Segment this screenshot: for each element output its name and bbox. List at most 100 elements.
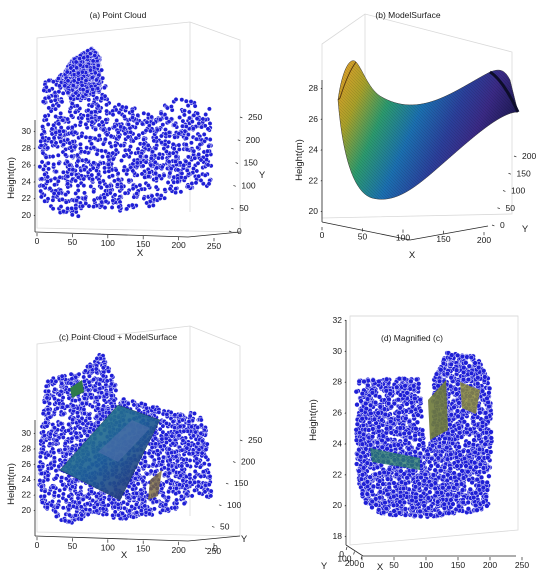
panel-a-point (128, 144, 133, 150)
panel-c-point (52, 425, 58, 431)
panel-a-point (150, 202, 156, 208)
panel-c-point (66, 428, 71, 433)
panel-a-point (119, 158, 124, 164)
panel-c-point (53, 468, 59, 474)
panel-c-point (165, 506, 171, 512)
panel-c-point (203, 447, 209, 452)
panel-c-point (148, 468, 154, 474)
panel-a-point (64, 69, 70, 75)
panel-a-point (58, 110, 64, 116)
panel-a-point (114, 118, 120, 123)
panel-a-point (92, 136, 98, 141)
panel-b-z-tick-label: 24 (309, 145, 319, 155)
panel-c-point (60, 505, 66, 511)
panel-a-axes (34, 231, 241, 238)
panel-c-point (92, 387, 98, 393)
panel-c-point (95, 419, 101, 425)
panel-c-point (138, 460, 144, 466)
panel-a-point (165, 180, 171, 185)
panel-c-point (132, 476, 138, 481)
panel-c-point (66, 421, 72, 427)
panel-a-point (161, 146, 167, 152)
panel-a-point (46, 136, 52, 142)
panel-c-point (85, 512, 91, 517)
panel-a-x-ticks: 0 50 100 150 200 250 (35, 233, 221, 251)
panel-c-point (63, 497, 69, 503)
panel-a-point (43, 154, 49, 160)
panel-c-point (109, 500, 115, 506)
panel-c-point (52, 386, 58, 392)
panel-c-point (84, 501, 90, 507)
panel-c-point (135, 481, 141, 487)
panel-a-point (102, 165, 108, 171)
panel-a-point (57, 128, 62, 134)
panel-c-y-tick-mark (225, 482, 229, 485)
panel-a-point (153, 175, 159, 181)
panel-c-point (38, 438, 44, 444)
panel-a-point (145, 142, 151, 148)
panel-c-title: (c) Point Cloud + ModelSurface (59, 332, 178, 342)
panel-c-point (207, 473, 213, 479)
panel-a-point (193, 180, 199, 186)
panel-a-point (38, 194, 44, 200)
panel-a-point (63, 199, 69, 205)
panel-c-point (59, 381, 65, 387)
panel-c-y-label: Y (241, 534, 248, 545)
panel-c-point (87, 364, 93, 370)
panel-b-y-tick-label: 200 (522, 151, 536, 161)
panel-a-point (95, 103, 101, 109)
panel-a-point (72, 144, 78, 150)
panel-a-point (89, 172, 95, 178)
panel-a-point (188, 99, 194, 105)
panel-c-point (96, 402, 101, 407)
panel-a-box (36, 21, 241, 233)
panel-c-point (76, 500, 82, 506)
panel-c-point (201, 461, 207, 467)
panel-a-point (77, 62, 83, 68)
panel-c-point (187, 472, 193, 478)
panel-a-point (144, 200, 150, 206)
panel-b-y-label: Y (522, 224, 529, 235)
panel-a-point (110, 112, 116, 118)
panel-a-point (79, 115, 85, 121)
panel-c-point (54, 437, 60, 443)
panel-a-point (75, 174, 81, 180)
panel-c-point (142, 463, 148, 469)
panel-c-point (70, 484, 75, 490)
panel-a-point (56, 190, 62, 196)
panel-c-point (48, 431, 53, 437)
panel-a-point (64, 159, 70, 165)
panel-a-point (91, 189, 97, 195)
panel-c-point (127, 508, 133, 514)
panel-a-point (63, 152, 68, 158)
panel-a-point (40, 99, 46, 105)
panel-c-point (60, 404, 65, 410)
panel-a-point (106, 126, 112, 132)
panel-c-point (42, 493, 47, 499)
panel-a-point (158, 193, 164, 199)
panel-a-point (89, 75, 95, 81)
panel-a-point (149, 149, 155, 155)
panel-a-point (162, 187, 168, 193)
panel-a-point (51, 190, 57, 196)
panel-c-point (131, 482, 137, 488)
panel-c-point (187, 479, 193, 485)
panel-a-point (89, 141, 94, 147)
panel-c-point (67, 512, 73, 518)
panel-b-y-tick-label: 0 (500, 220, 505, 230)
panel-a-point (168, 166, 174, 172)
panel-a-point (90, 86, 96, 92)
panel-c-point (73, 430, 79, 436)
panel-c-point (100, 500, 106, 506)
panel-c-point (85, 387, 91, 393)
panel-b-x-tick-label: 150 (436, 234, 450, 244)
panel-a-point (141, 137, 147, 142)
panel-a-point (154, 165, 160, 171)
panel-c-point (113, 387, 119, 393)
panel-a-point (94, 77, 99, 83)
panel-c-point (189, 424, 194, 430)
panel-b-y-tick-label: 100 (511, 186, 525, 196)
panel-c-point (184, 445, 190, 451)
panel-c-point (166, 446, 172, 452)
panel-a-point (52, 97, 58, 103)
